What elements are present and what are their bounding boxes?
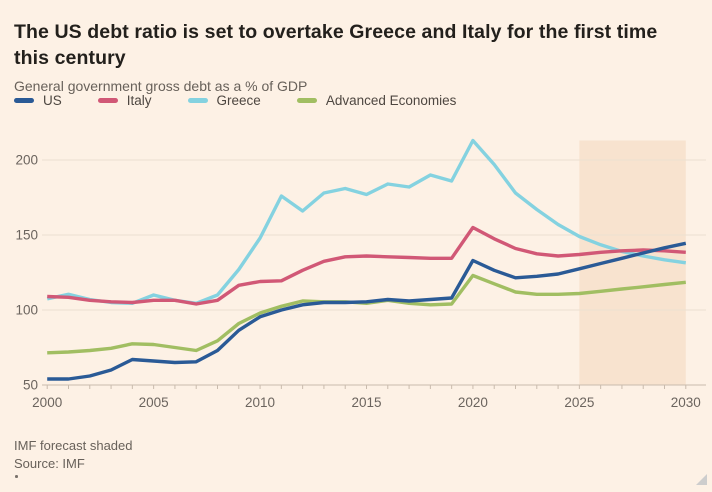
chart-subtitle: General government gross debt as a % of … <box>14 78 308 94</box>
legend-swatch-icon <box>14 98 34 103</box>
x-tick-label-2015: 2015 <box>351 395 381 410</box>
legend-item-italy: Italy <box>97 93 152 108</box>
x-tick-label-2030: 2030 <box>671 395 701 410</box>
x-tick-label-2010: 2010 <box>245 395 275 410</box>
legend-item-us: US <box>14 93 62 108</box>
legend-label: Greece <box>216 93 261 108</box>
chart-title: The US debt ratio is set to overtake Gre… <box>14 21 658 70</box>
forecast-region <box>579 140 686 385</box>
x-tick-label-2025: 2025 <box>564 395 594 410</box>
x-tick-label-2020: 2020 <box>458 395 488 410</box>
legend-label: Italy <box>126 93 152 108</box>
chart-legend: US Italy Greece Advanced Economies <box>14 93 456 108</box>
legend-label: Advanced Economies <box>325 93 457 108</box>
y-tick-label-150: 150 <box>15 228 38 243</box>
x-tick-label-2005: 2005 <box>139 395 169 410</box>
y-tick-label-200: 200 <box>15 153 38 168</box>
legend-label: US <box>43 93 62 108</box>
series-line-us <box>47 241 687 381</box>
legend-swatch-icon <box>187 98 208 103</box>
forecast-note: IMF forecast shaded <box>14 438 133 453</box>
x-tick-label-2000: 2000 <box>32 395 62 410</box>
chart-footer: IMF forecast shaded Source: IMF <box>14 437 133 472</box>
series-line-greece <box>46 138 687 305</box>
source-note: Source: IMF <box>14 455 85 471</box>
y-tick-label-100: 100 <box>15 303 38 318</box>
legend-item-advanced-economies: Advanced Economies <box>296 93 457 108</box>
series-line-italy <box>47 225 686 306</box>
stray-dot <box>15 475 18 478</box>
y-tick-label-50: 50 <box>23 378 38 393</box>
resize-handle-icon[interactable] <box>696 474 707 485</box>
legend-swatch-icon <box>97 98 118 103</box>
legend-swatch-icon <box>296 98 317 103</box>
legend-item-greece: Greece <box>187 93 261 108</box>
